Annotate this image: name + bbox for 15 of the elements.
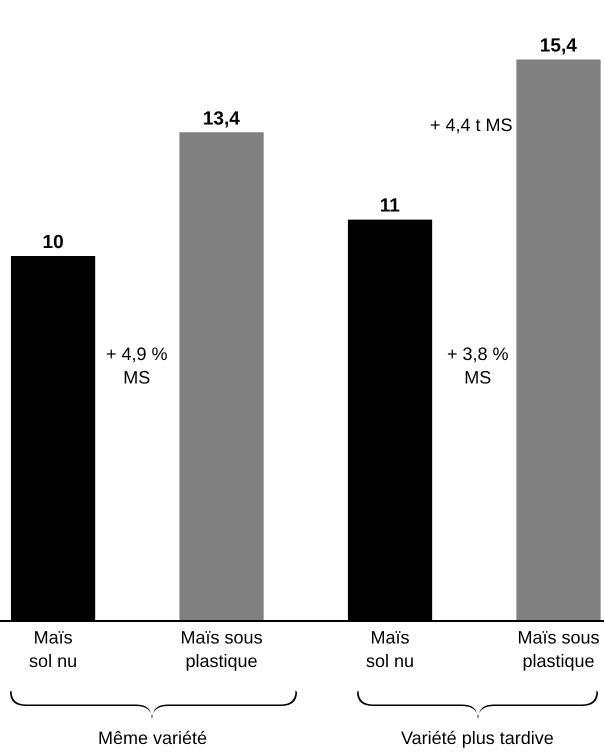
data-label: 11 [380, 196, 400, 217]
data-label: 13,4 [202, 108, 240, 130]
x-tick-label: Maïs sous plastique [180, 628, 263, 671]
bar [179, 132, 264, 620]
x-tick-label: Maïs sol nu [29, 628, 78, 671]
bar [516, 60, 601, 620]
annotation: + 3,8 % MS [447, 344, 509, 388]
text: Même variété [98, 728, 208, 748]
data-label: 15,4 [540, 36, 578, 56]
annotation: + 4,9 % MS [106, 344, 168, 388]
x-tick-label: Maïs sol nu [366, 628, 414, 671]
data-label: 10 [42, 232, 64, 254]
x-tick-label: Maïs sous plastique [517, 628, 600, 671]
annotation: + 4,4 t MS [430, 115, 513, 135]
text: Variété plus tardive [401, 728, 554, 748]
